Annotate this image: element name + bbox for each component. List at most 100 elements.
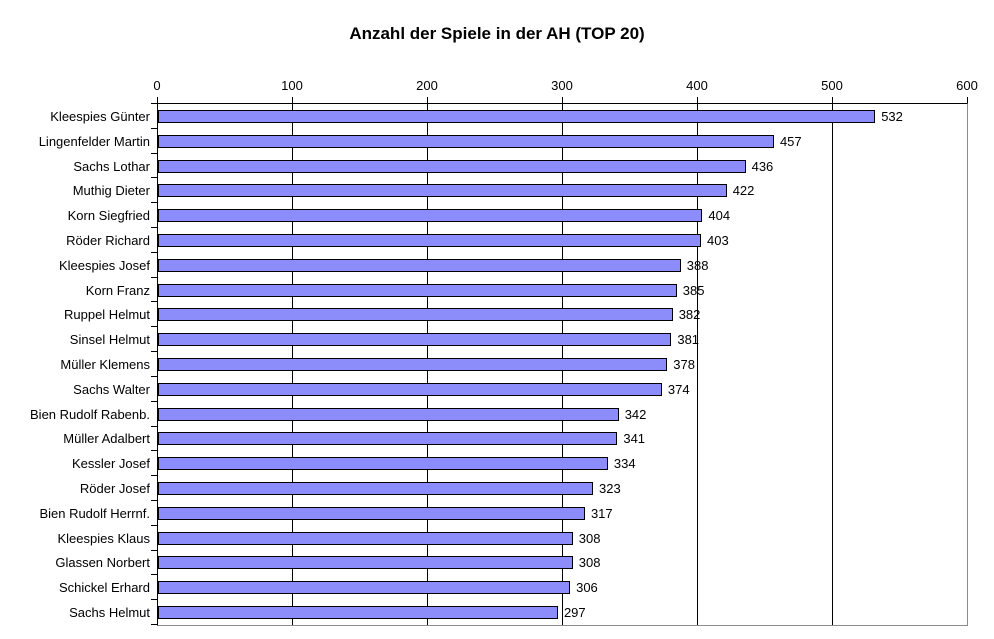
category-label: Sachs Walter — [73, 381, 150, 397]
y-axis-tick — [151, 227, 157, 228]
bar — [158, 531, 573, 545]
y-axis-tick — [151, 202, 157, 203]
bar — [158, 407, 619, 421]
bar — [158, 233, 702, 247]
x-axis-tick — [967, 97, 968, 103]
y-axis-tick — [151, 500, 157, 501]
category-label: Kessler Josef — [71, 456, 150, 472]
value-label: 532 — [881, 108, 903, 124]
y-axis-tick — [151, 475, 157, 476]
category-label: Sinsel Helmut — [69, 332, 150, 348]
x-axis-tick-label: 100 — [281, 78, 303, 93]
category-label: Röder Josef — [79, 481, 150, 497]
x-axis-tick — [157, 97, 158, 103]
category-label: Schickel Erhard — [58, 580, 150, 596]
y-axis-tick — [151, 153, 157, 154]
y-axis-tick — [151, 103, 157, 104]
bar — [158, 333, 672, 347]
category-label: Korn Franz — [85, 282, 150, 298]
gridline — [832, 104, 833, 625]
category-label: Müller Klemens — [60, 356, 150, 372]
category-label: Röder Richard — [66, 232, 150, 248]
y-axis-tick — [151, 351, 157, 352]
chart-title: Anzahl der Spiele in der AH (TOP 20) — [349, 24, 645, 43]
value-label: 317 — [590, 505, 613, 521]
y-axis-tick — [151, 624, 157, 625]
x-axis-tick-label: 400 — [686, 78, 708, 93]
bar — [158, 308, 673, 322]
x-axis-tick — [697, 97, 698, 103]
bar — [158, 581, 571, 595]
category-label: Lingenfelder Martin — [38, 133, 150, 149]
y-axis-tick — [151, 376, 157, 377]
category-label: Muthig Dieter — [72, 183, 150, 199]
value-label: 422 — [732, 183, 755, 199]
bar — [158, 482, 594, 496]
y-axis-tick — [151, 177, 157, 178]
y-axis-tick — [151, 525, 157, 526]
category-label: Bien Rudolf Herrnf. — [39, 505, 150, 521]
value-label: 323 — [599, 481, 621, 497]
bar — [158, 506, 585, 520]
bar — [158, 556, 573, 570]
bar — [158, 382, 662, 396]
x-axis-tick — [832, 97, 833, 103]
category-label: Sachs Lothar — [73, 158, 150, 174]
category-label: Sachs Helmut — [69, 605, 150, 621]
value-label: 342 — [624, 406, 647, 422]
bar — [158, 109, 876, 123]
bar — [158, 358, 668, 371]
value-label: 381 — [677, 332, 700, 348]
value-label: 382 — [678, 307, 701, 323]
value-label: 308 — [578, 530, 601, 546]
y-axis-tick — [151, 550, 157, 551]
x-axis-tick-label: 200 — [416, 78, 438, 93]
plot-area: 0 100 200 300 400 500 600 Kleespies Günter 532 Li… — [30, 78, 978, 626]
value-label: 334 — [613, 456, 636, 472]
value-label: 403 — [707, 232, 729, 248]
value-label: 297 — [563, 605, 586, 621]
x-axis-tick-label: 600 — [956, 78, 978, 93]
category-label: Kleespies Klaus — [57, 530, 151, 546]
category-label: Kleespies Günter — [50, 108, 150, 124]
value-label: 457 — [779, 133, 802, 149]
y-axis-tick — [151, 426, 157, 427]
category-label: Müller Adalbert — [63, 431, 150, 447]
value-label: 388 — [686, 257, 709, 273]
category-label: Kleespies Josef — [58, 257, 150, 273]
y-axis-tick — [151, 599, 157, 600]
value-label: 308 — [578, 555, 601, 571]
y-axis-tick — [151, 574, 157, 575]
x-axis-tick — [292, 97, 293, 103]
bar — [158, 159, 746, 173]
bar — [158, 258, 681, 272]
gridline — [697, 104, 698, 625]
category-label: Korn Siegfried — [67, 208, 150, 224]
category-label: Glassen Norbert — [55, 555, 150, 571]
bar — [158, 457, 608, 471]
value-label: 341 — [623, 431, 646, 447]
x-axis-tick — [427, 97, 428, 103]
y-axis-tick — [151, 128, 157, 129]
bar — [158, 184, 727, 198]
bar — [158, 283, 677, 297]
x-axis-tick — [562, 97, 563, 103]
y-axis-tick — [151, 450, 157, 451]
value-label: 374 — [667, 381, 690, 397]
bar — [158, 606, 558, 620]
category-label: Bien Rudolf Rabenb. — [30, 406, 150, 422]
y-axis-tick — [151, 301, 157, 302]
x-axis-tick-label: 0 — [153, 78, 161, 93]
value-label: 306 — [576, 580, 598, 596]
bar — [158, 209, 703, 223]
bar — [158, 134, 774, 148]
y-axis-tick — [151, 401, 157, 402]
value-label: 378 — [673, 356, 695, 372]
value-label: 385 — [682, 282, 705, 298]
value-label: 436 — [751, 158, 774, 174]
category-label: Ruppel Helmut — [64, 307, 150, 323]
bar — [158, 432, 618, 446]
y-axis-tick — [151, 252, 157, 253]
x-axis-tick-label: 500 — [821, 78, 843, 93]
